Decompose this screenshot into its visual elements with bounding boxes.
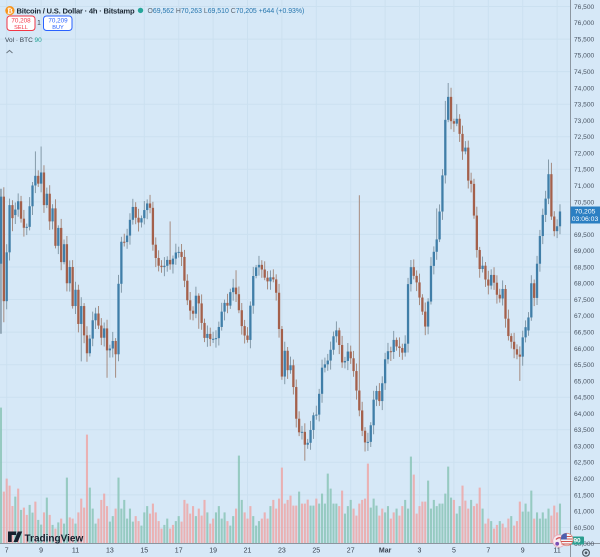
svg-text:73,000: 73,000 xyxy=(574,118,595,125)
svg-text:72,500: 72,500 xyxy=(574,134,595,141)
svg-text:63,000: 63,000 xyxy=(574,444,595,451)
svg-text:61,500: 61,500 xyxy=(574,492,595,499)
svg-text:74,000: 74,000 xyxy=(574,85,595,92)
svg-text:11: 11 xyxy=(72,547,79,554)
svg-text:70,500: 70,500 xyxy=(574,199,595,206)
svg-text:3: 3 xyxy=(418,547,422,554)
svg-text:75,000: 75,000 xyxy=(574,53,595,60)
svg-text:71,000: 71,000 xyxy=(574,183,595,190)
svg-text:66,500: 66,500 xyxy=(574,330,595,337)
svg-text:67,000: 67,000 xyxy=(574,313,595,320)
svg-text:17: 17 xyxy=(175,547,183,554)
svg-text:03:06:03: 03:06:03 xyxy=(572,216,599,223)
svg-text:62,000: 62,000 xyxy=(574,476,595,483)
svg-text:27: 27 xyxy=(347,547,355,554)
svg-text:62,500: 62,500 xyxy=(574,460,595,467)
svg-text:13: 13 xyxy=(106,547,114,554)
svg-text:15: 15 xyxy=(140,547,148,554)
svg-text:7: 7 xyxy=(5,547,9,554)
svg-text:70,209: 70,209 xyxy=(48,18,68,25)
svg-text:90: 90 xyxy=(35,37,43,44)
svg-text:76,500: 76,500 xyxy=(574,4,595,11)
svg-text:₿: ₿ xyxy=(7,6,13,15)
svg-text:Bitcoin / U.S. Dollar · 4h · B: Bitcoin / U.S. Dollar · 4h · Bitstamp xyxy=(17,6,135,15)
svg-text:Vol · BTC: Vol · BTC xyxy=(5,37,33,44)
svg-text:70,205: 70,205 xyxy=(575,208,596,215)
svg-text:65,500: 65,500 xyxy=(574,362,595,369)
svg-text:75,500: 75,500 xyxy=(574,37,595,44)
svg-text:19: 19 xyxy=(209,547,217,554)
svg-text:74,500: 74,500 xyxy=(574,69,595,76)
svg-text:5: 5 xyxy=(452,547,456,554)
svg-text:66,000: 66,000 xyxy=(574,346,595,353)
svg-text:21: 21 xyxy=(244,547,252,554)
svg-text:72,000: 72,000 xyxy=(574,150,595,157)
svg-text:O69,562 H70,263 L69,510 C70,20: O69,562 H70,263 L69,510 C70,205 +644 (+0… xyxy=(148,8,305,15)
svg-text:64,500: 64,500 xyxy=(574,395,595,402)
svg-text:71,500: 71,500 xyxy=(574,167,595,174)
svg-text:25: 25 xyxy=(312,547,320,554)
svg-text:SELL: SELL xyxy=(14,25,28,31)
svg-text:9: 9 xyxy=(39,547,43,554)
svg-text:67,500: 67,500 xyxy=(574,297,595,304)
svg-text:23: 23 xyxy=(278,547,286,554)
svg-text:11: 11 xyxy=(553,547,560,554)
svg-text:69,500: 69,500 xyxy=(574,232,595,239)
svg-text:TradingView: TradingView xyxy=(25,533,84,544)
svg-text:9: 9 xyxy=(521,547,525,554)
svg-text:61,000: 61,000 xyxy=(574,509,595,516)
svg-text:76,000: 76,000 xyxy=(574,20,595,27)
svg-text:73,500: 73,500 xyxy=(574,102,595,109)
svg-text:70,208: 70,208 xyxy=(11,18,31,25)
svg-text:69,000: 69,000 xyxy=(574,248,595,255)
svg-text:90: 90 xyxy=(573,538,581,545)
svg-text:65,000: 65,000 xyxy=(574,378,595,385)
svg-text:7: 7 xyxy=(486,547,490,554)
svg-text:68,500: 68,500 xyxy=(574,264,595,271)
svg-text:BUY: BUY xyxy=(52,25,64,31)
svg-text:1: 1 xyxy=(37,20,41,27)
svg-text:60,500: 60,500 xyxy=(574,525,595,532)
svg-text:63,500: 63,500 xyxy=(574,427,595,434)
svg-text:68,000: 68,000 xyxy=(574,281,595,288)
svg-text:60,000: 60,000 xyxy=(574,541,595,548)
svg-text:Mar: Mar xyxy=(379,547,392,554)
svg-text:64,000: 64,000 xyxy=(574,411,595,418)
